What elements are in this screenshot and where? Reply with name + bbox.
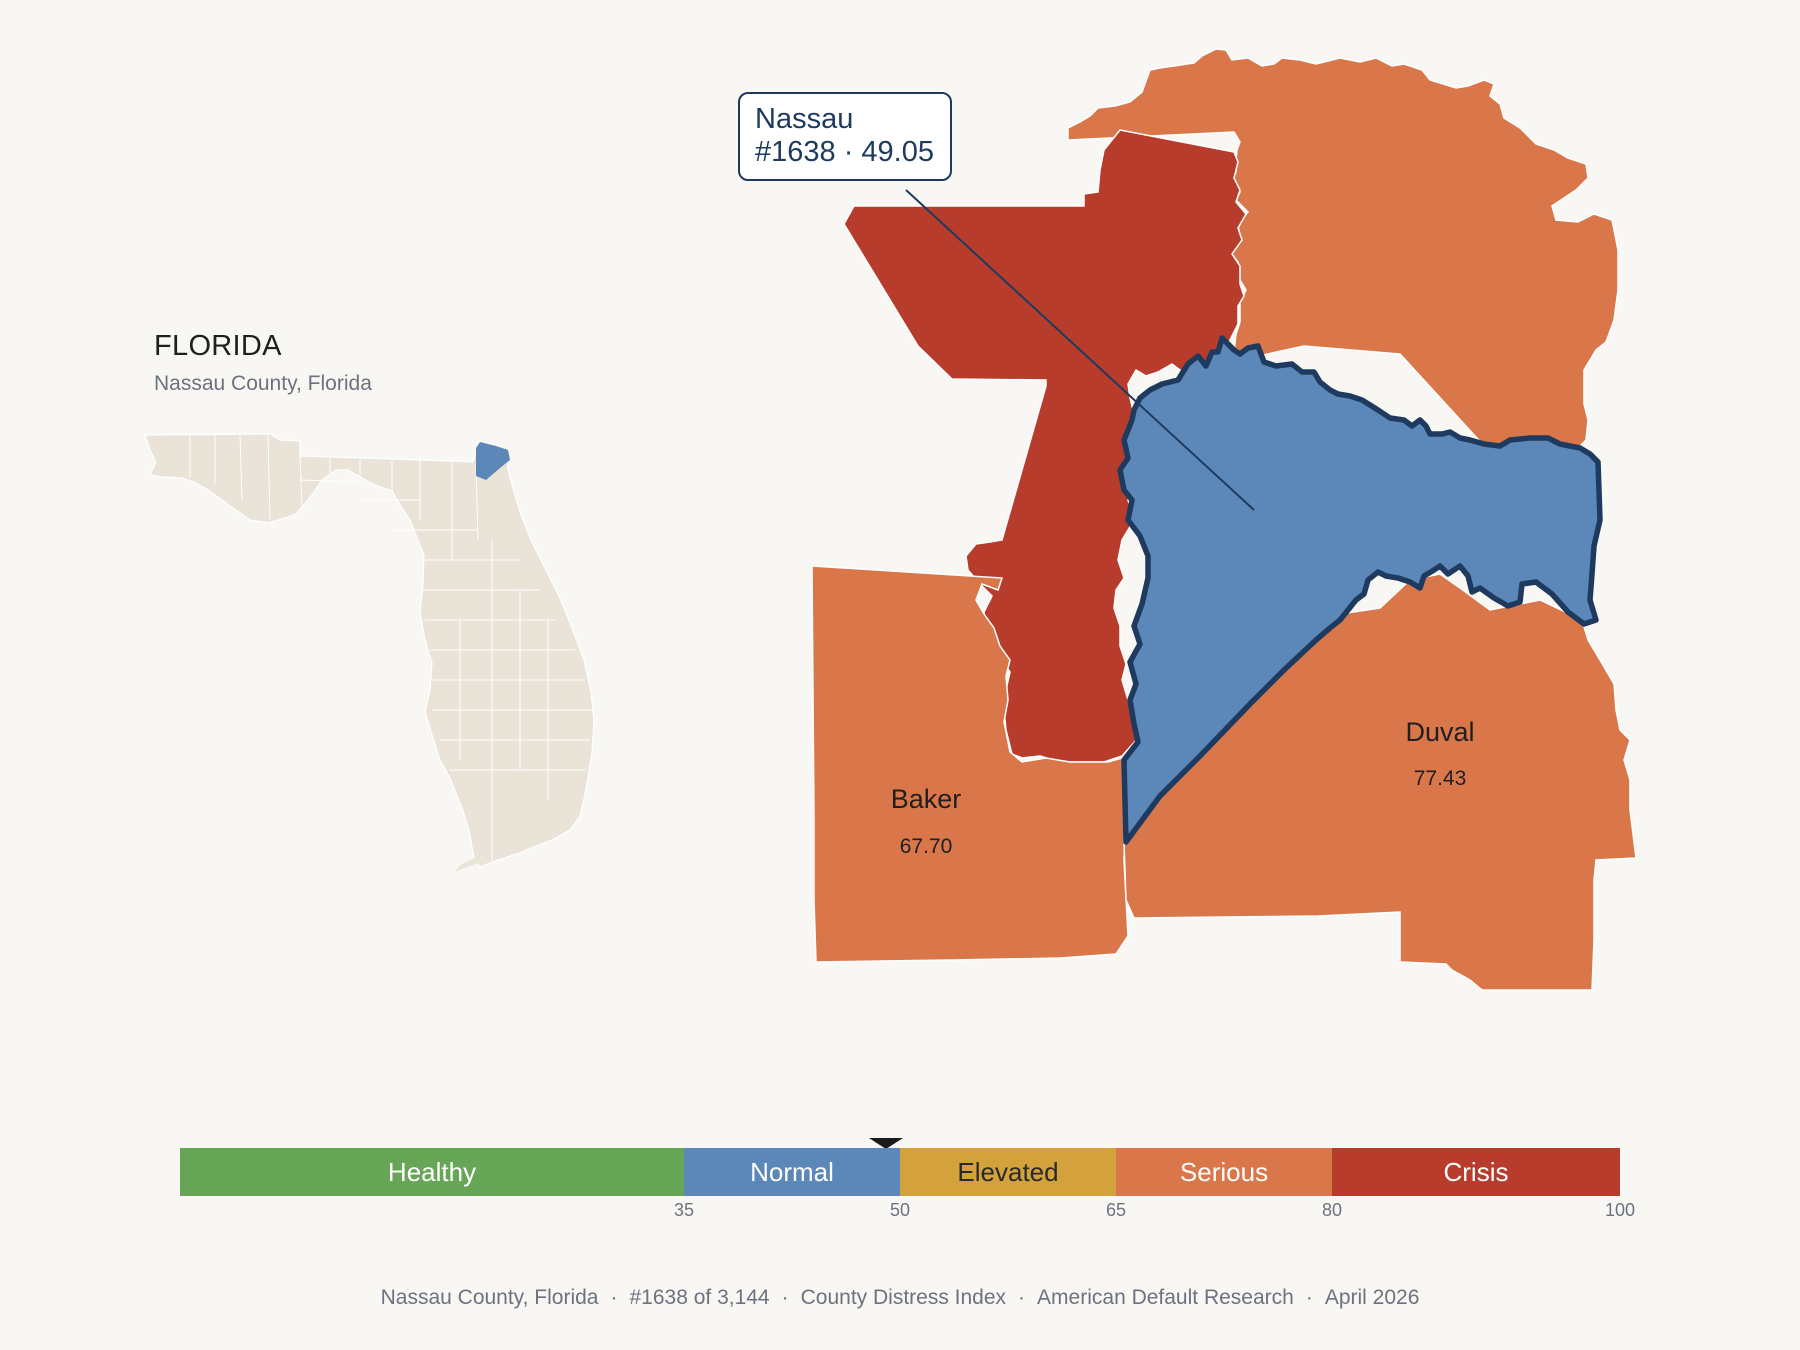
callout-detail: #1638 · 49.05: [755, 136, 934, 168]
nassau-inset-highlight: [476, 442, 510, 480]
county-label-baker: Baker: [891, 784, 962, 814]
legend-tick: 65: [1105, 1200, 1127, 1220]
county-crisis[interactable]: [843, 129, 1247, 763]
footer-source: American Default Research: [1037, 1286, 1294, 1309]
county-baker[interactable]: [811, 565, 1129, 963]
county-detail-map: Baker 67.70 Duval 77.43: [811, 48, 1637, 991]
state-title: FLORIDA: [154, 330, 282, 362]
legend-value-marker-icon: [869, 1138, 904, 1149]
county-label-duval: Duval: [1405, 717, 1474, 747]
florida-inset-map: [144, 433, 595, 872]
footer: Nassau County, Florida · #1638 of 3,144 · Co…: [380, 1286, 1420, 1309]
florida-keys: [454, 848, 500, 872]
state-subtitle: Nassau County, Florida: [154, 372, 372, 395]
legend-tick: 100: [1604, 1200, 1636, 1220]
legend-segment-elevated: Elevated: [900, 1148, 1116, 1196]
legend-segment-healthy: Healthy: [180, 1148, 684, 1196]
florida-county-lines: [189, 434, 592, 860]
callout-name: Nassau: [755, 103, 854, 135]
footer-rank: #1638 of 3,144: [629, 1286, 770, 1309]
footer-location: Nassau County, Florida: [380, 1286, 599, 1309]
legend-tick: 50: [889, 1200, 911, 1220]
legend-tick: 35: [673, 1200, 695, 1220]
distress-legend: Healthy Normal Elevated Serious Crisis: [180, 1148, 1620, 1196]
footer-index: County Distress Index: [800, 1286, 1007, 1309]
legend-segment-serious: Serious: [1116, 1148, 1332, 1196]
county-value-duval: 77.43: [1414, 767, 1467, 790]
legend-segment-normal: Normal: [684, 1148, 900, 1196]
legend-tick: 80: [1321, 1200, 1343, 1220]
county-value-baker: 67.70: [900, 835, 953, 858]
legend-segment-crisis: Crisis: [1332, 1148, 1620, 1196]
county-camden[interactable]: [1067, 48, 1619, 453]
county-nassau-highlighted[interactable]: [1117, 335, 1603, 845]
footer-date: April 2026: [1324, 1286, 1420, 1309]
county-callout: Nassau #1638 · 49.05: [738, 92, 952, 181]
callout-leader-line: [905, 189, 1255, 511]
